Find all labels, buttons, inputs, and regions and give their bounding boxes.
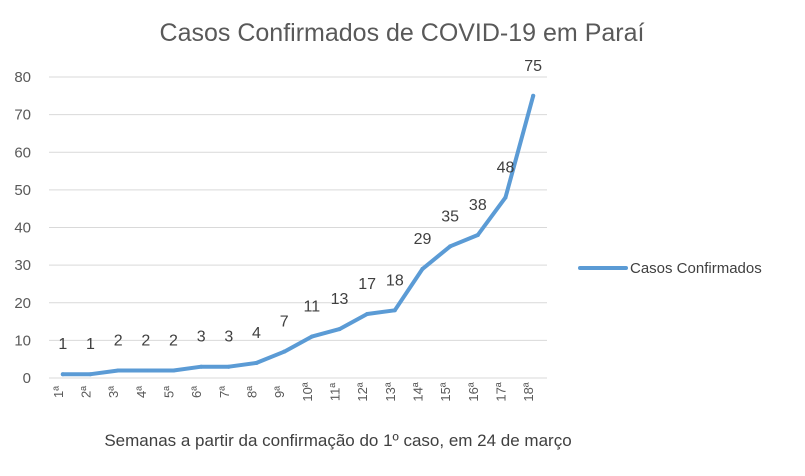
x-tick-label: 13ª: [383, 382, 398, 401]
legend-label: Casos Confirmados: [630, 260, 762, 277]
y-tick-label: 10: [14, 332, 31, 349]
x-tick-label: 15ª: [438, 382, 453, 401]
data-point: [309, 334, 314, 339]
x-tick-label: 1ª: [51, 386, 66, 398]
data-label: 2: [114, 332, 123, 349]
data-point: [282, 349, 287, 354]
chart-title: Casos Confirmados de COVID-19 em Paraí: [160, 19, 645, 47]
data-point: [60, 372, 65, 377]
data-label: 18: [386, 272, 404, 289]
series-line: [60, 93, 536, 377]
data-label: 1: [58, 336, 67, 353]
data-point: [420, 266, 425, 271]
data-label: 13: [331, 291, 349, 308]
x-tick-label: 6ª: [189, 386, 204, 398]
data-point: [337, 327, 342, 332]
data-label: 29: [414, 231, 432, 248]
data-point: [503, 195, 508, 200]
x-tick-label: 11ª: [328, 383, 343, 401]
data-point: [475, 233, 480, 238]
data-label: 7: [280, 314, 289, 331]
x-tick-label: 8ª: [245, 386, 260, 398]
legend: Casos Confirmados: [578, 260, 762, 277]
x-tick-label: 7ª: [217, 386, 232, 398]
x-tick-label: 5ª: [162, 386, 177, 398]
data-label: 48: [497, 159, 515, 176]
data-point: [365, 312, 370, 317]
data-point: [448, 244, 453, 249]
data-label: 2: [169, 332, 178, 349]
data-point: [531, 93, 536, 98]
x-tick-label: 3ª: [106, 386, 121, 398]
x-tick-label: 16ª: [466, 382, 481, 401]
data-point: [171, 368, 176, 373]
data-point: [254, 360, 259, 365]
x-tick-label: 9ª: [272, 386, 287, 398]
data-label: 17: [358, 276, 376, 293]
x-axis-ticks: 1ª 2ª 3ª 4ª 5ª 6ª 7ª 8ª 9ª 10ª 11ª 12ª 13ª 14ª 15ª 16ª 1…: [51, 382, 536, 401]
y-tick-label: 30: [14, 257, 31, 274]
x-tick-label: 18ª: [521, 382, 536, 401]
data-label: 38: [469, 197, 487, 214]
y-tick-label: 70: [14, 107, 31, 124]
data-label: 11: [304, 299, 321, 316]
data-point: [199, 364, 204, 369]
data-point: [392, 308, 397, 313]
y-tick-label: 50: [14, 182, 31, 199]
series-lines: [60, 93, 536, 377]
y-tick-label: 60: [14, 144, 31, 161]
y-axis-ticks: 0 10 20 30 40 50 60 70 80: [14, 69, 31, 387]
y-tick-label: 40: [14, 220, 31, 237]
x-tick-label: 12ª: [355, 382, 370, 401]
data-label: 1: [86, 336, 95, 353]
data-point: [116, 368, 121, 373]
y-tick-label: 0: [23, 370, 31, 387]
y-tick-label: 20: [14, 295, 31, 312]
data-label: 4: [252, 325, 261, 342]
x-tick-label: 4ª: [134, 386, 149, 398]
x-tick-label: 17ª: [494, 382, 509, 401]
x-tick-label: 14ª: [411, 382, 426, 401]
x-axis-title: Semanas a partir da confirmação do 1º ca…: [104, 431, 571, 450]
data-point: [143, 368, 148, 373]
x-tick-label: 2ª: [79, 386, 94, 398]
x-tick-label: 10ª: [300, 382, 315, 401]
y-tick-label: 80: [14, 69, 31, 86]
data-label: 75: [524, 58, 542, 75]
gridlines: [49, 76, 547, 379]
data-label: 2: [141, 332, 150, 349]
data-label: 3: [197, 329, 206, 346]
data-label: 3: [224, 329, 233, 346]
data-label: 35: [441, 208, 459, 225]
data-point: [88, 372, 93, 377]
data-point: [226, 364, 231, 369]
